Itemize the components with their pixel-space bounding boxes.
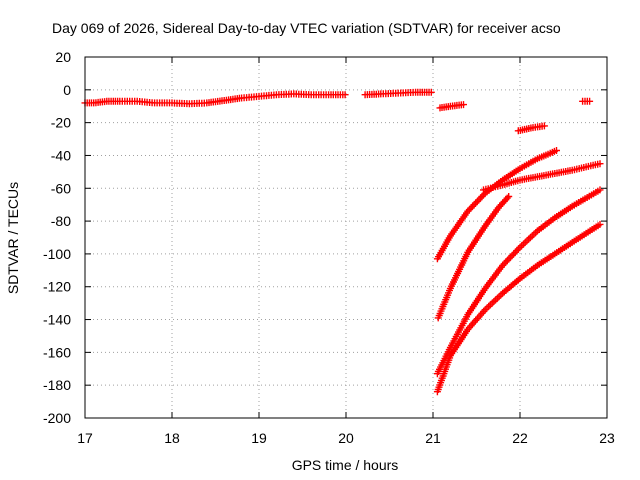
- y-tick-label: -100: [43, 246, 71, 262]
- series-segment-4: [514, 122, 548, 135]
- series-segment-5: [579, 97, 594, 105]
- x-axis-ticks: 17 18 19 20 21 22 23: [77, 57, 615, 446]
- series-markers: [434, 193, 513, 322]
- series-arc-e: [433, 220, 604, 396]
- series-markers: [361, 88, 435, 99]
- y-axis-label: SDTVAR / TECUs: [5, 182, 21, 294]
- series-markers: [480, 160, 604, 194]
- x-tick-label: 23: [599, 430, 615, 446]
- series-segment-2: [361, 88, 435, 99]
- y-tick-label: -160: [43, 344, 71, 360]
- grid-lines: [85, 57, 607, 418]
- series-arc-a: [433, 147, 560, 263]
- x-axis-label: GPS time / hours: [292, 457, 399, 473]
- series-markers: [433, 147, 560, 263]
- series-arc-b: [480, 160, 604, 194]
- data-series: [81, 88, 604, 396]
- series-markers: [433, 186, 604, 378]
- y-tick-label: 0: [63, 82, 71, 98]
- chart-title: Day 069 of 2026, Sidereal Day-to-day VTE…: [52, 20, 561, 36]
- series-markers: [436, 101, 467, 112]
- y-tick-label: -200: [43, 410, 71, 426]
- y-axis-ticks: 20 0 -20 -40 -60 -80 -100 -120 -140 -160 -180 -200: [43, 49, 607, 426]
- y-tick-label: 20: [55, 49, 71, 65]
- y-tick-label: -60: [51, 180, 71, 196]
- series-markers: [514, 122, 548, 135]
- series-arc-c: [434, 193, 513, 322]
- y-tick-label: -40: [51, 147, 71, 163]
- x-tick-label: 17: [77, 430, 93, 446]
- y-tick-label: -80: [51, 213, 71, 229]
- plot-frame: [84, 56, 608, 419]
- x-tick-label: 21: [425, 430, 441, 446]
- series-main-band: [81, 90, 349, 108]
- y-tick-label: -180: [43, 377, 71, 393]
- series-markers: [579, 97, 594, 105]
- series-segment-3: [436, 101, 467, 112]
- y-tick-label: -20: [51, 115, 71, 131]
- x-tick-label: 19: [251, 430, 267, 446]
- y-tick-label: -140: [43, 312, 71, 328]
- x-tick-label: 18: [164, 430, 180, 446]
- y-tick-label: -120: [43, 279, 71, 295]
- series-markers: [433, 220, 604, 396]
- series-markers: [81, 90, 349, 108]
- x-tick-label: 22: [512, 430, 528, 446]
- series-arc-d: [433, 186, 604, 378]
- x-tick-label: 20: [338, 430, 354, 446]
